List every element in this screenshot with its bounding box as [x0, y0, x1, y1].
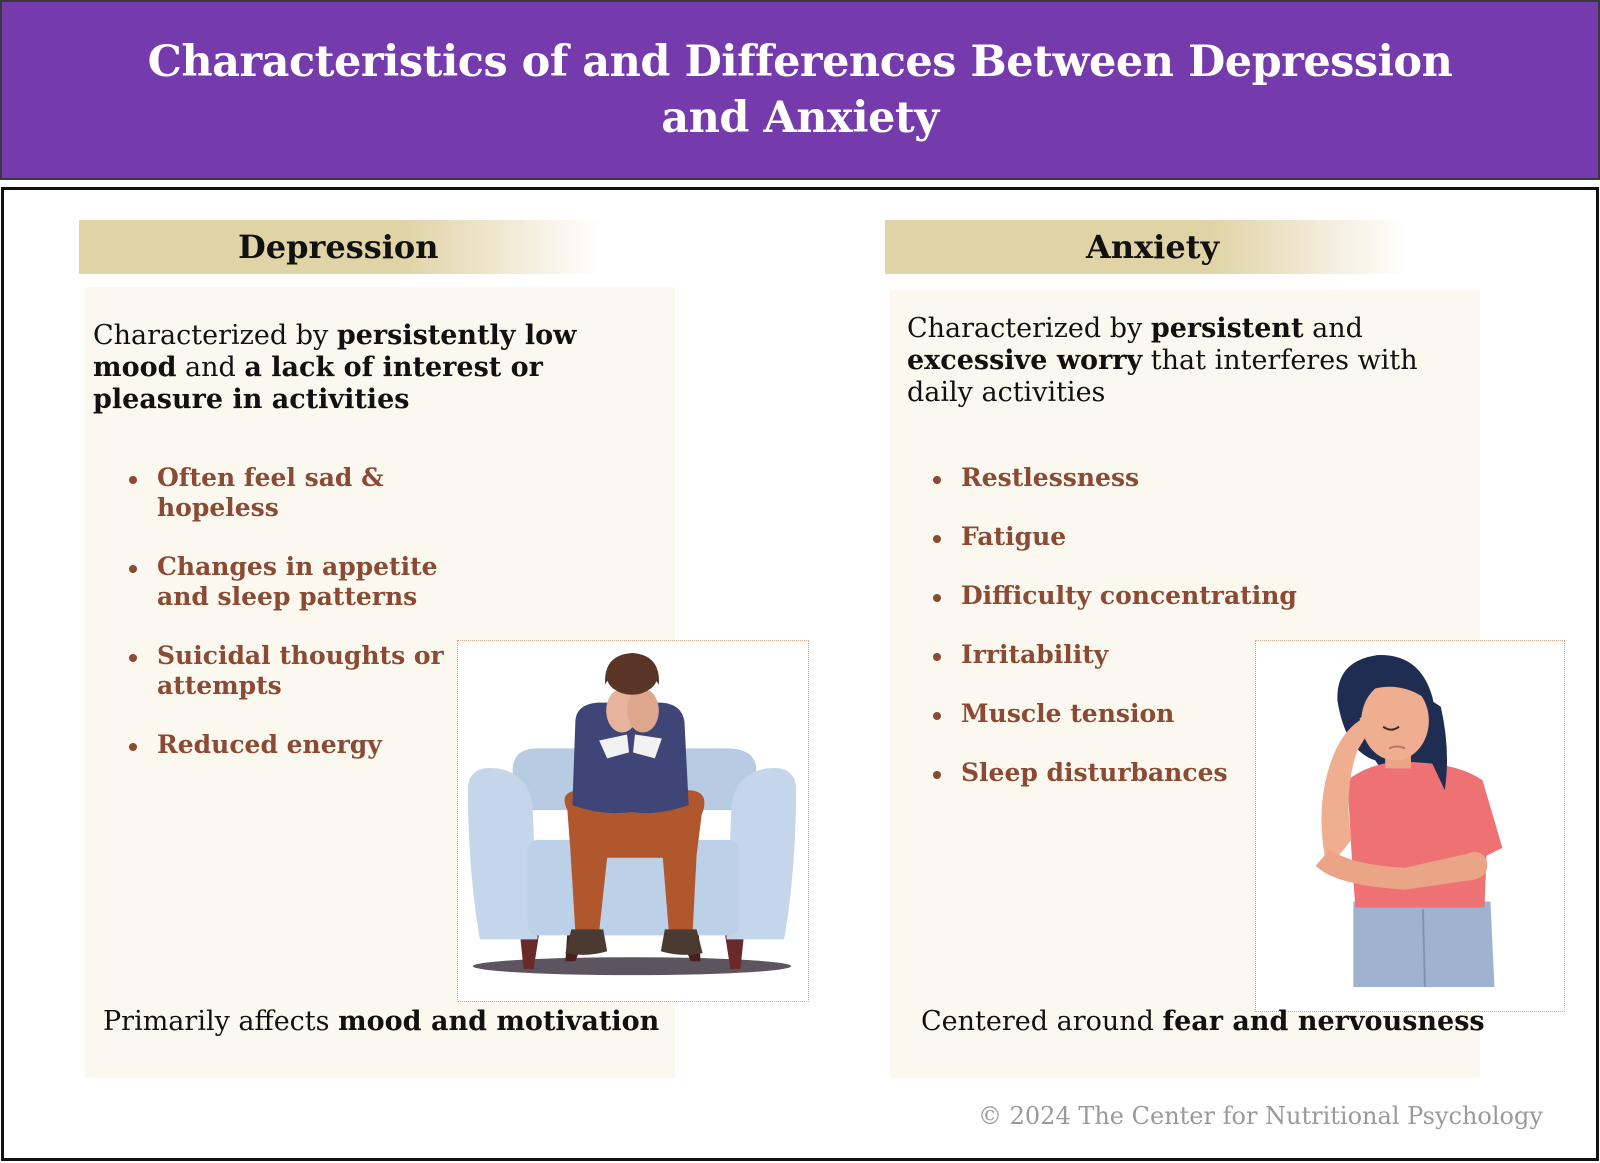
list-item: Difficulty concentrating: [931, 581, 1371, 611]
bullet-icon: [933, 712, 941, 720]
depression-intro: Characterized by persistently low mood a…: [93, 320, 663, 416]
anxiety-symptom-label: Difficulty concentrating: [961, 581, 1297, 610]
depression-footer-text: Primarily affects: [103, 1006, 339, 1037]
anxiety-intro-bold-1: persistent: [1150, 313, 1304, 344]
bullet-icon: [933, 476, 941, 484]
bullet-icon: [933, 535, 941, 543]
bullet-icon: [129, 476, 137, 484]
bullet-icon: [129, 654, 137, 662]
anxiety-footer-bold: fear and nervousness: [1162, 1006, 1485, 1037]
anxiety-symptom-label: Fatigue: [961, 522, 1067, 551]
depression-intro-bold-1: persistently low mood: [93, 320, 577, 383]
depression-symptom-label: Often feel sad & hopeless: [157, 463, 384, 522]
depression-symptom-label: Suicidal thoughts or attempts: [157, 641, 444, 700]
depression-symptom-list: Often feel sad & hopeless Changes in app…: [127, 463, 497, 789]
depression-heading: Depression: [238, 228, 439, 266]
anxiety-symptom-label: Restlessness: [961, 463, 1140, 492]
depression-footer-bold: mood and motivation: [338, 1006, 660, 1037]
anxiety-intro-text-1: Characterized by: [907, 313, 1151, 344]
anxiety-intro-text-2: and: [1303, 313, 1363, 344]
list-item: Changes in appetite and sleep patterns: [127, 552, 497, 612]
anxiety-heading: Anxiety: [1086, 228, 1220, 266]
anxiety-footer-text: Centered around: [921, 1006, 1163, 1037]
anxiety-symptom-list: Restlessness Fatigue Difficulty concentr…: [931, 463, 1371, 817]
anxiety-footer: Centered around fear and nervousness: [921, 1006, 1485, 1038]
bullet-icon: [129, 565, 137, 573]
list-item: Reduced energy: [127, 730, 497, 760]
bullet-icon: [933, 771, 941, 779]
list-item: Restlessness: [931, 463, 1371, 493]
list-item: Often feel sad & hopeless: [127, 463, 497, 523]
list-item: Muscle tension: [931, 699, 1371, 729]
list-item: Irritability: [931, 640, 1371, 670]
depression-footer: Primarily affects mood and motivation: [103, 1006, 659, 1038]
depressed-man-illustration: [457, 640, 809, 1002]
list-item: Suicidal thoughts or attempts: [127, 641, 457, 701]
anxiety-symptom-label: Sleep disturbances: [961, 758, 1228, 787]
depressed-man-svg: [467, 652, 797, 976]
bullet-icon: [933, 653, 941, 661]
anxious-woman-svg: [1315, 655, 1503, 987]
title-banner: Characteristics of and Differences Betwe…: [0, 0, 1600, 180]
anxiety-symptom-label: Muscle tension: [961, 699, 1175, 728]
copyright-notice: © 2024 The Center for Nutritional Psycho…: [978, 1102, 1543, 1130]
page-title: Characteristics of and Differences Betwe…: [147, 37, 1453, 143]
anxiety-intro-bold-2: excessive worry: [907, 345, 1143, 376]
anxious-woman-illustration: [1255, 640, 1565, 1012]
anxiety-intro-text-3: that interferes with daily activities: [907, 345, 1418, 408]
anxiety-intro: Characterized by persistent and excessiv…: [907, 313, 1437, 409]
depression-intro-bold-2: a lack of interest or pleasure in activi…: [93, 352, 543, 415]
depression-symptom-label: Reduced energy: [157, 730, 382, 759]
depression-intro-text-1: Characterized by: [93, 320, 337, 351]
list-item: Sleep disturbances: [931, 758, 1371, 788]
anxiety-symptom-label: Irritability: [961, 640, 1109, 669]
depression-intro-text-2: and: [176, 352, 245, 383]
depression-header: Depression: [79, 220, 601, 274]
depression-symptom-label: Changes in appetite and sleep patterns: [157, 552, 438, 611]
list-item: Fatigue: [931, 522, 1371, 552]
bullet-icon: [129, 743, 137, 751]
bullet-icon: [933, 594, 941, 602]
anxiety-header: Anxiety: [885, 220, 1407, 274]
